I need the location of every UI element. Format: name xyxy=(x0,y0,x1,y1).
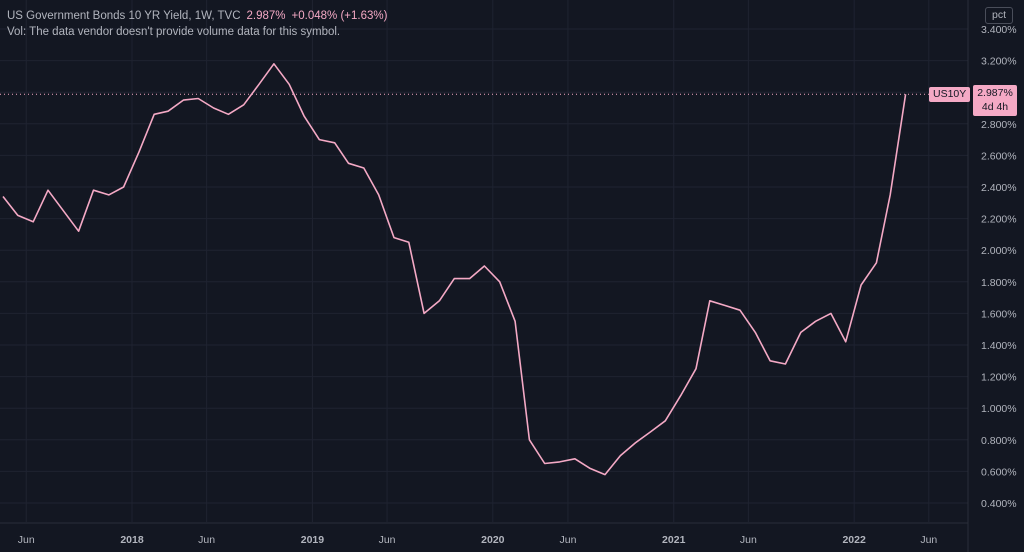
x-tick-label: Jun xyxy=(740,534,757,546)
chart-legend: US Government Bonds 10 YR Yield, 1W, TVC… xyxy=(7,8,387,40)
y-tick-label: 1.000% xyxy=(981,403,1017,415)
y-tick-label: 2.200% xyxy=(981,214,1017,226)
x-tick-label: Jun xyxy=(198,534,215,546)
y-tick-label: 2.400% xyxy=(981,182,1017,194)
volume-note: Vol: The data vendor doesn't provide vol… xyxy=(7,26,341,38)
x-tick-label: Jun xyxy=(559,534,576,546)
y-tick-label: 0.400% xyxy=(981,498,1017,510)
legend-title: US Government Bonds 10 YR Yield, 1W, TVC xyxy=(7,10,241,22)
x-tick-label: Jun xyxy=(379,534,396,546)
x-tick-label: 2019 xyxy=(301,534,325,546)
bar-countdown: 4d 4h xyxy=(981,101,1009,113)
y-tick-label: 1.600% xyxy=(981,308,1017,320)
y-tick-label: 2.600% xyxy=(981,150,1017,162)
chart-grid xyxy=(0,0,969,552)
x-tick-label: Jun xyxy=(18,534,35,546)
y-tick-label: 2.800% xyxy=(981,119,1017,131)
y-tick-label: 3.200% xyxy=(981,56,1017,68)
symbol-tag: US10Y xyxy=(929,87,971,102)
y-tick-label: 3.400% xyxy=(981,24,1017,36)
legend-last-value: 2.987% xyxy=(246,10,286,22)
y-tick-label: 2.000% xyxy=(981,245,1017,257)
series-line-us10y xyxy=(2,63,907,476)
legend-change: +0.048% (+1.63%) xyxy=(291,10,388,22)
y-tick-label: 1.200% xyxy=(981,372,1017,384)
last-price-tag: 2.987% 4d 4h xyxy=(973,85,1017,116)
y-tick-label: 1.800% xyxy=(981,277,1017,289)
x-tick-label: 2020 xyxy=(481,534,505,546)
x-axis: Jun 2018 Jun 2019 Jun 2020 Jun 2021 Jun 2022 Jun xyxy=(18,534,938,546)
x-tick-label: 2018 xyxy=(120,534,144,546)
y-tick-label: 1.400% xyxy=(981,340,1017,352)
x-tick-label: 2022 xyxy=(842,534,866,546)
scale-mode-button[interactable]: pct xyxy=(985,7,1013,24)
x-tick-label: 2021 xyxy=(662,534,686,546)
y-tick-label: 0.800% xyxy=(981,435,1017,447)
y-tick-label: 0.600% xyxy=(981,466,1017,478)
last-price-value: 2.987% xyxy=(977,87,1013,99)
x-tick-label: Jun xyxy=(920,534,937,546)
